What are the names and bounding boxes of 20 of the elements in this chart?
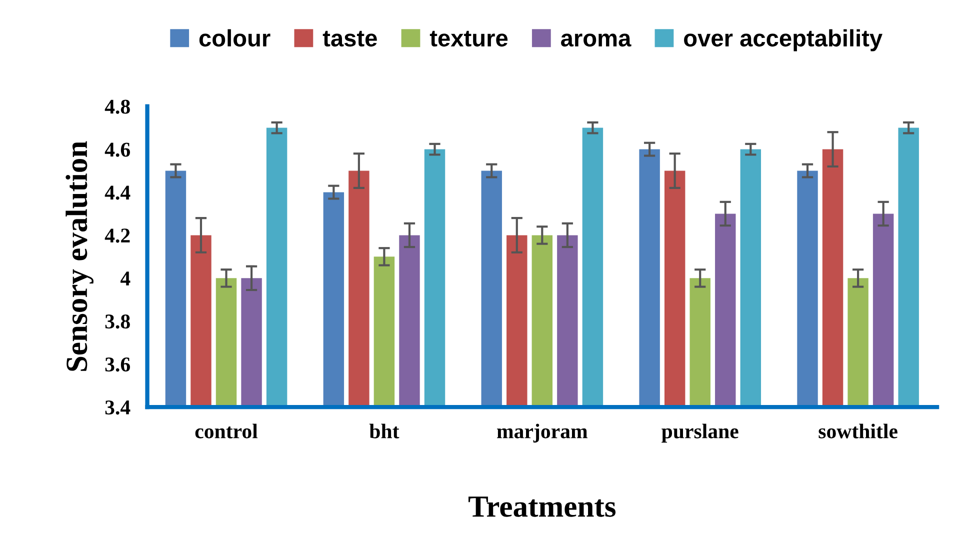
y-tick-label: 4.6 — [104, 142, 130, 157]
y-tick-label: 4.8 — [104, 100, 130, 114]
y-tick-label: 3.8 — [105, 314, 130, 329]
x-axis-title: Treatments — [468, 496, 616, 517]
x-tick-label: bht — [369, 424, 400, 438]
legend-label: colour — [199, 29, 270, 47]
y-tick-label: 3.6 — [105, 358, 130, 372]
y-tick-label: 4 — [120, 272, 130, 286]
x-tick-label: marjoram — [497, 424, 588, 443]
y-tick-label: 4.2 — [104, 228, 130, 243]
legend-label: aroma — [560, 34, 632, 47]
x-tick-label: sowthitle — [818, 424, 898, 438]
x-tick-label: purslane — [662, 424, 738, 443]
legend-label: over acceptability — [684, 29, 882, 52]
legend-label: taste — [322, 30, 377, 47]
x-tick-label: control — [195, 424, 258, 438]
y-axis-title: Sensory evalution — [66, 141, 94, 371]
y-tick-label: 3.4 — [105, 400, 130, 415]
y-tick-label: 4.4 — [104, 186, 130, 200]
legend-label: texture — [430, 30, 508, 47]
